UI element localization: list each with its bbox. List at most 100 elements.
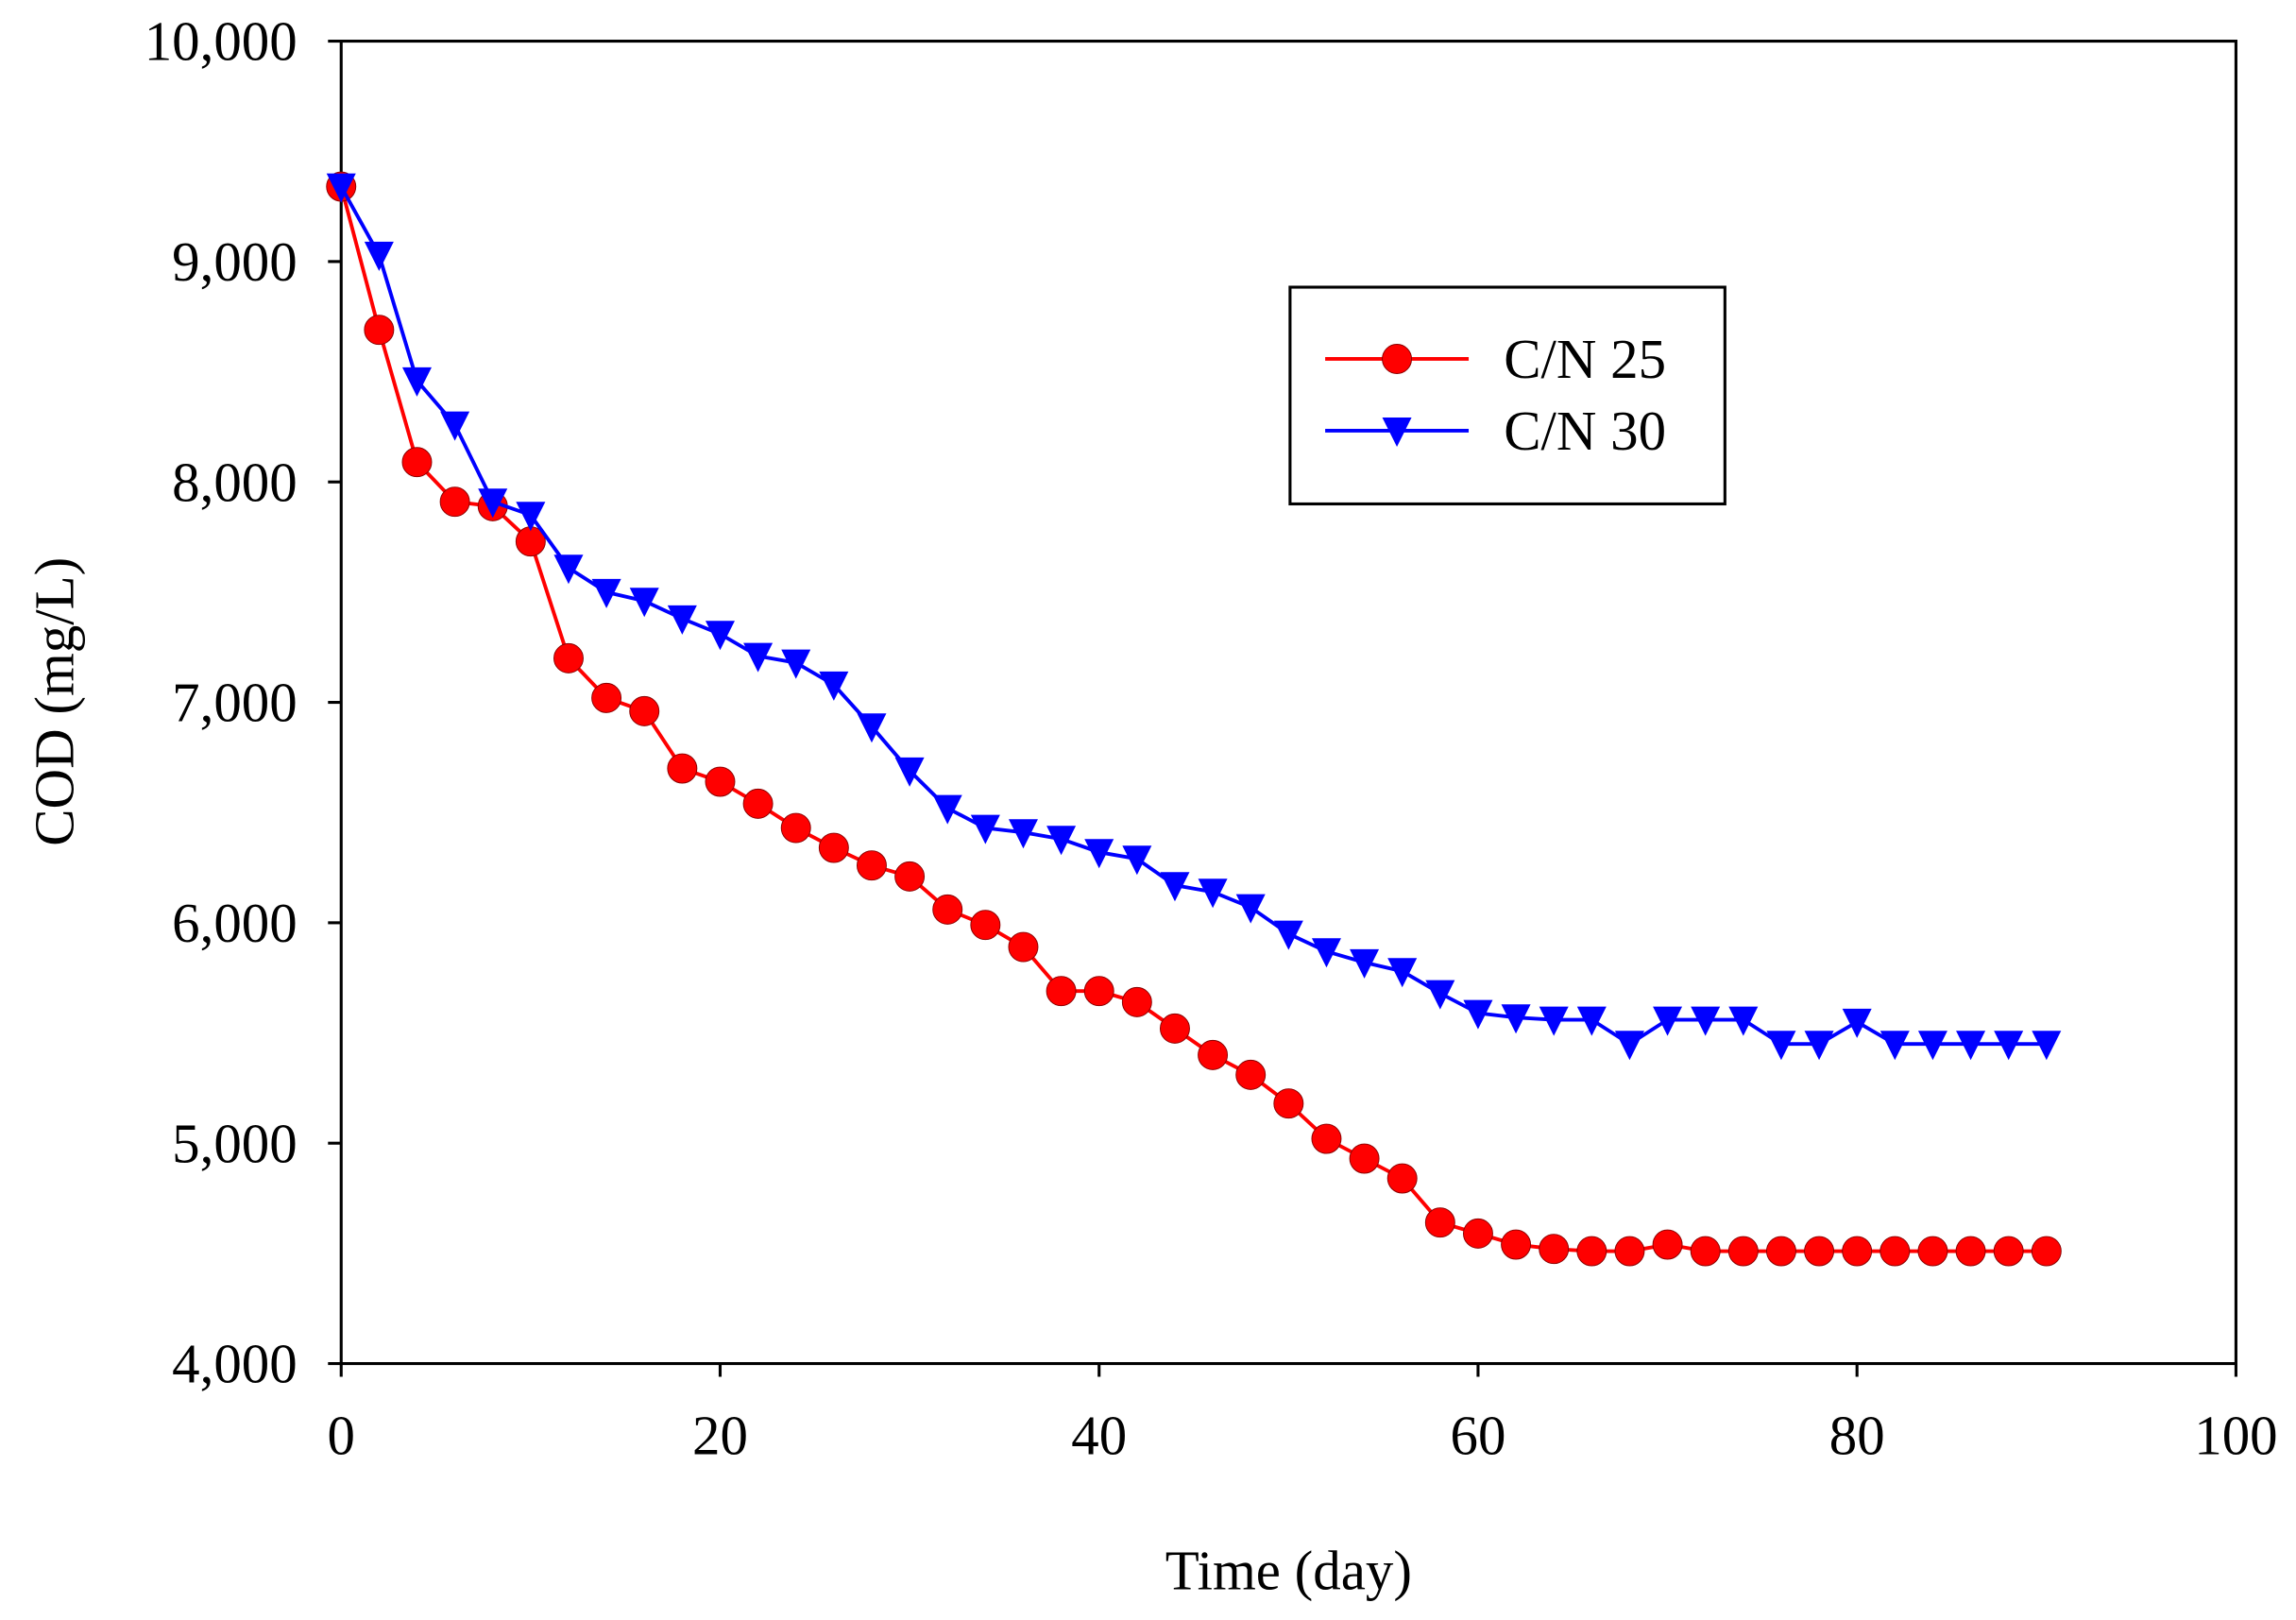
data-point-cn30 bbox=[1728, 1006, 1759, 1036]
data-point-cn25 bbox=[2031, 1236, 2062, 1267]
legend: C/N 25 C/N 30 bbox=[1288, 285, 1726, 506]
data-point-cn25 bbox=[1804, 1236, 1835, 1267]
data-point-cn30 bbox=[1842, 1008, 1872, 1038]
data-point-cn30 bbox=[819, 671, 849, 701]
data-point-cn25 bbox=[1235, 1059, 1267, 1090]
data-point-cn30 bbox=[1879, 1031, 1910, 1061]
data-point-cn25 bbox=[1159, 1013, 1190, 1044]
data-point-cn25 bbox=[629, 695, 660, 726]
series-cn25 bbox=[326, 171, 2062, 1267]
data-point-cn25 bbox=[667, 753, 698, 784]
data-point-cn25 bbox=[1842, 1236, 1873, 1267]
y-tick-label: 9,000 bbox=[172, 231, 298, 293]
data-point-cn25 bbox=[1690, 1236, 1721, 1267]
y-tick-label: 5,000 bbox=[172, 1113, 298, 1174]
data-point-cn30 bbox=[894, 757, 925, 787]
data-point-cn30 bbox=[1614, 1031, 1644, 1061]
data-point-cn30 bbox=[1576, 1006, 1607, 1036]
data-point-cn25 bbox=[1083, 976, 1114, 1007]
data-point-cn25 bbox=[780, 812, 811, 844]
data-point-cn30 bbox=[1956, 1031, 1986, 1061]
y-tick-label: 4,000 bbox=[172, 1334, 298, 1395]
legend-label-cn25: C/N 25 bbox=[1504, 329, 1666, 390]
y-tick-label: 8,000 bbox=[172, 452, 298, 513]
data-point-cn30 bbox=[970, 814, 1000, 844]
data-point-cn25 bbox=[1501, 1229, 1532, 1260]
data-point-cn25 bbox=[857, 850, 887, 881]
data-point-cn30 bbox=[667, 605, 697, 635]
data-point-cn25 bbox=[742, 788, 774, 819]
x-tick-label: 80 bbox=[1829, 1406, 1885, 1467]
x-axis-label: Time (day) bbox=[1165, 1540, 1412, 1601]
data-point-cn30 bbox=[781, 649, 811, 679]
data-point-cn30 bbox=[857, 713, 887, 743]
data-point-cn30 bbox=[1198, 878, 1228, 909]
series-line-cn25 bbox=[339, 186, 2047, 1253]
data-point-cn30 bbox=[1691, 1006, 1721, 1036]
data-point-cn25 bbox=[1539, 1234, 1570, 1265]
data-point-cn25 bbox=[1386, 1163, 1418, 1194]
legend-marker-cn30 bbox=[1382, 417, 1412, 448]
data-point-cn25 bbox=[1121, 986, 1152, 1017]
data-point-cn30 bbox=[2032, 1031, 2062, 1061]
data-point-cn30 bbox=[401, 367, 432, 397]
data-point-cn25 bbox=[553, 642, 584, 674]
data-point-cn25 bbox=[1311, 1123, 1342, 1154]
x-tick-label: 40 bbox=[1071, 1406, 1127, 1467]
data-point-cn30 bbox=[1653, 1006, 1683, 1036]
data-point-cn30 bbox=[743, 642, 774, 673]
data-point-cn30 bbox=[1917, 1031, 1947, 1061]
data-point-cn25 bbox=[439, 486, 470, 518]
series-cn30 bbox=[326, 173, 2062, 1061]
data-point-cn30 bbox=[629, 588, 659, 618]
data-point-cn25 bbox=[1576, 1236, 1607, 1267]
data-point-cn25 bbox=[1614, 1236, 1645, 1267]
data-point-cn30 bbox=[553, 554, 584, 585]
data-point-cn30 bbox=[478, 488, 508, 519]
y-tick-label: 7,000 bbox=[172, 673, 298, 734]
x-tick-label: 20 bbox=[692, 1406, 748, 1467]
series-line-cn30 bbox=[339, 185, 2047, 1047]
x-tick-label: 60 bbox=[1451, 1406, 1506, 1467]
data-point-cn25 bbox=[1424, 1207, 1455, 1238]
data-point-cn25 bbox=[970, 910, 1001, 941]
data-point-cn25 bbox=[1879, 1236, 1911, 1267]
data-point-cn25 bbox=[1652, 1229, 1683, 1260]
data-point-cn25 bbox=[1993, 1236, 2024, 1267]
data-point-cn30 bbox=[364, 241, 394, 271]
data-point-cn30 bbox=[1766, 1031, 1796, 1061]
data-point-cn30 bbox=[1311, 938, 1341, 968]
data-point-cn30 bbox=[1273, 920, 1303, 950]
data-point-cn25 bbox=[932, 894, 963, 925]
data-point-cn25 bbox=[1917, 1236, 1948, 1267]
data-point-cn25 bbox=[1273, 1088, 1304, 1119]
legend-marker-cn25 bbox=[1382, 344, 1413, 374]
data-point-cn30 bbox=[1425, 980, 1455, 1010]
data-point-cn25 bbox=[818, 832, 849, 863]
data-point-cn25 bbox=[1349, 1143, 1380, 1174]
data-point-cn30 bbox=[1046, 826, 1077, 856]
data-point-cn30 bbox=[1350, 948, 1380, 979]
data-point-cn25 bbox=[1008, 931, 1039, 963]
data-point-cn25 bbox=[894, 861, 926, 892]
data-point-cn30 bbox=[440, 411, 470, 441]
data-point-cn30 bbox=[1235, 894, 1266, 924]
data-point-cn30 bbox=[1008, 819, 1038, 849]
data-point-cn30 bbox=[1084, 839, 1114, 869]
data-point-cn25 bbox=[1955, 1236, 1986, 1267]
data-point-cn30 bbox=[932, 794, 962, 825]
data-point-cn30 bbox=[516, 502, 546, 532]
data-point-cn30 bbox=[1160, 872, 1190, 902]
data-point-cn30 bbox=[1122, 845, 1152, 876]
x-tick-label: 100 bbox=[2194, 1406, 2277, 1467]
data-point-cn30 bbox=[1994, 1031, 2024, 1061]
legend-label-cn30: C/N 30 bbox=[1504, 401, 1666, 462]
data-point-cn30 bbox=[591, 578, 621, 608]
data-point-cn30 bbox=[1804, 1031, 1834, 1061]
data-point-cn25 bbox=[1046, 976, 1077, 1007]
y-tick-label: 6,000 bbox=[172, 893, 298, 954]
data-point-cn25 bbox=[1462, 1218, 1493, 1249]
data-point-cn30 bbox=[1539, 1006, 1569, 1036]
data-point-cn30 bbox=[1387, 958, 1418, 988]
